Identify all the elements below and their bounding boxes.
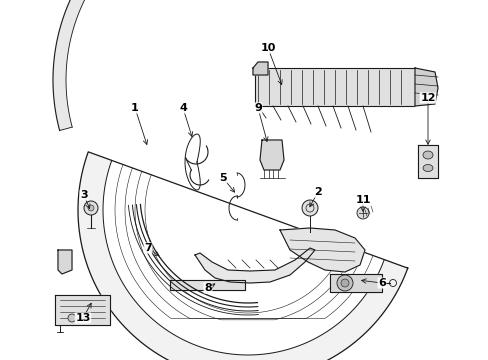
Text: 6: 6 [377, 278, 385, 288]
Circle shape [68, 314, 76, 322]
Polygon shape [55, 295, 110, 325]
Polygon shape [195, 248, 314, 283]
Ellipse shape [422, 151, 432, 159]
Text: 5: 5 [219, 173, 226, 183]
Circle shape [336, 275, 352, 291]
Polygon shape [53, 0, 90, 130]
Circle shape [84, 201, 98, 215]
Polygon shape [414, 68, 437, 106]
Polygon shape [78, 152, 407, 360]
Circle shape [340, 279, 348, 287]
Text: 9: 9 [254, 103, 262, 113]
Polygon shape [260, 140, 284, 170]
Circle shape [302, 200, 317, 216]
Text: 11: 11 [354, 195, 370, 205]
Text: 3: 3 [80, 190, 88, 200]
Text: 12: 12 [419, 93, 435, 103]
Ellipse shape [422, 165, 432, 171]
Polygon shape [417, 145, 437, 178]
Text: 8: 8 [203, 283, 211, 293]
FancyBboxPatch shape [254, 68, 414, 106]
Polygon shape [280, 228, 364, 272]
Polygon shape [252, 62, 267, 75]
Polygon shape [58, 250, 72, 274]
Text: 10: 10 [260, 43, 275, 53]
Polygon shape [329, 274, 381, 292]
Circle shape [88, 205, 94, 211]
Text: 13: 13 [75, 313, 90, 323]
Circle shape [356, 207, 368, 219]
Text: 7: 7 [144, 243, 152, 253]
Text: 4: 4 [179, 103, 186, 113]
Text: 1: 1 [131, 103, 139, 113]
Polygon shape [170, 280, 244, 290]
Text: 2: 2 [313, 187, 321, 197]
